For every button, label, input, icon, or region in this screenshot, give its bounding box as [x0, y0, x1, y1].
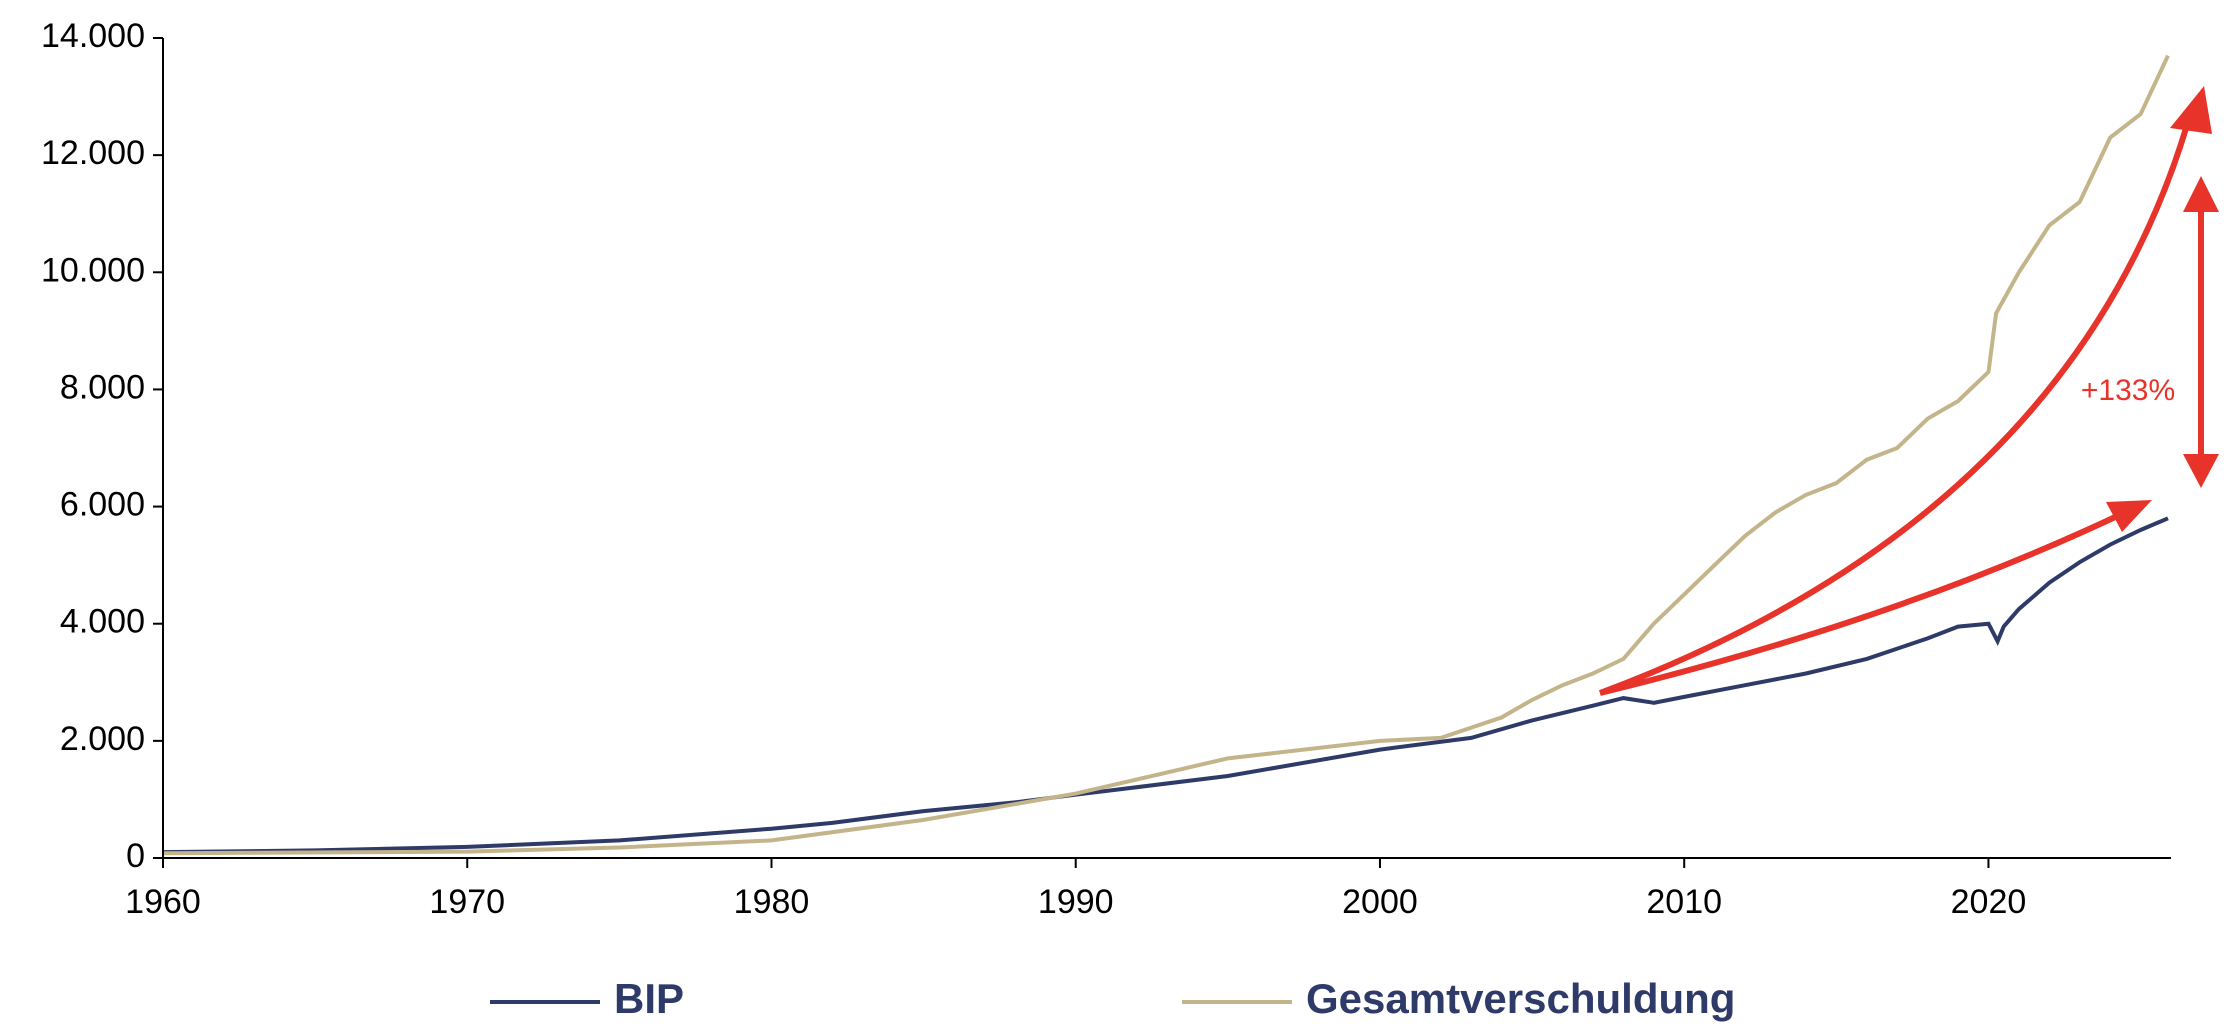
arrow-head — [2170, 86, 2212, 134]
arrow-heads — [2106, 86, 2219, 532]
x-tick-label: 1970 — [429, 883, 505, 921]
series-line — [162, 516, 2169, 855]
annotation: +133% — [2081, 374, 2175, 407]
y-tick-label: 8.000 — [60, 368, 145, 406]
arrow-head — [2183, 176, 2219, 212]
x-tick-label: 2020 — [1951, 883, 2027, 921]
x-tick-label: 1990 — [1038, 883, 1114, 921]
legend-label: BIP — [614, 975, 684, 1022]
y-tick-label: 12.000 — [41, 134, 145, 172]
y-tick-label: 10.000 — [41, 251, 145, 289]
x-tick-label: 1980 — [734, 883, 810, 921]
gdp-trend-arrow — [1599, 507, 2132, 696]
trend-arrows — [1598, 114, 2204, 696]
x-tick-label: 1960 — [125, 883, 201, 921]
series-line — [162, 54, 2170, 856]
x-tick-label: 2000 — [1342, 883, 1418, 921]
legend-label: Gesamtverschuldung — [1306, 975, 1735, 1022]
x-tick-label: 2010 — [1646, 883, 1722, 921]
arrow-head — [2106, 500, 2152, 532]
y-tick-label: 6.000 — [60, 486, 145, 524]
debt-trend-arrow — [1598, 114, 2193, 696]
arrow-head — [2183, 454, 2219, 488]
y-tick-label: 2.000 — [60, 720, 145, 758]
y-tick-label: 4.000 — [60, 603, 145, 641]
y-tick-label: 0 — [126, 837, 145, 875]
y-tick-label: 14.000 — [41, 17, 145, 55]
